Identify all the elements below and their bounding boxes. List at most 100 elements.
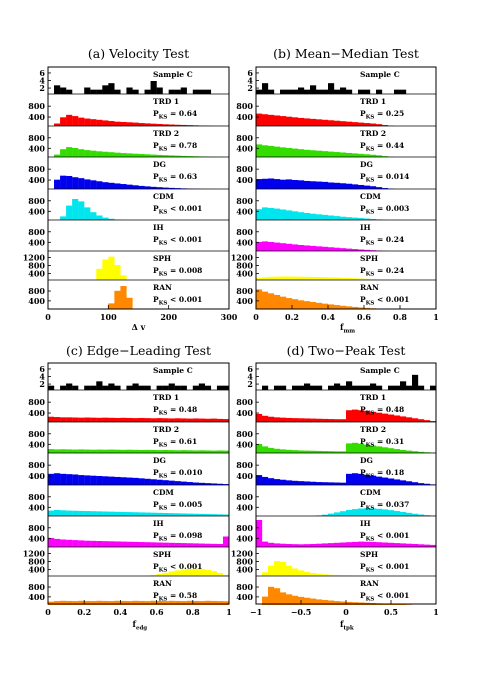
panel-name: TRD 1 [153, 97, 179, 106]
bar [138, 542, 145, 547]
bar [186, 125, 193, 126]
bar [222, 514, 230, 516]
bar [60, 117, 67, 126]
bar [310, 418, 317, 422]
bar [262, 277, 269, 280]
bar [382, 125, 389, 126]
bar [78, 149, 85, 157]
bar [54, 510, 61, 516]
bar [316, 450, 323, 453]
bar [66, 449, 73, 453]
y-tick-label: 800 [236, 227, 253, 237]
x-tick-label: 0 [343, 607, 349, 617]
bar [108, 541, 115, 547]
y-tick-label: 800 [28, 582, 45, 592]
bar [156, 512, 163, 516]
bar [162, 572, 169, 576]
bar [280, 209, 287, 220]
bar [126, 87, 133, 94]
bar [340, 451, 347, 453]
bar [370, 279, 377, 280]
bar [274, 276, 281, 280]
ks-stat: PKS = 0.014 [360, 172, 409, 184]
bar [376, 385, 383, 390]
plot-frame [47, 66, 230, 310]
bar [132, 185, 139, 189]
bar [304, 301, 311, 309]
bar [72, 177, 79, 189]
bar [60, 600, 67, 605]
bar [198, 450, 206, 453]
bar [198, 601, 206, 605]
bar [430, 544, 437, 547]
bar [328, 151, 335, 157]
bar [358, 249, 365, 251]
bar [262, 83, 269, 94]
bar [126, 512, 133, 516]
bar [162, 450, 169, 453]
bar [132, 512, 139, 516]
bar [346, 510, 353, 516]
y-tick-label: 800 [28, 460, 45, 470]
bar [96, 215, 103, 220]
bar [376, 187, 383, 189]
bar [328, 513, 335, 516]
bar [150, 123, 157, 126]
bar [262, 114, 269, 126]
bar [310, 598, 317, 605]
x-tick-label: 0.8 [186, 607, 200, 617]
ks-stat: PKS < 0.001 [360, 531, 409, 543]
bar [322, 599, 329, 605]
bar [274, 115, 281, 126]
ks-stat: PKS = 0.24 [360, 266, 404, 278]
bar [168, 187, 175, 189]
bar [340, 121, 347, 126]
y-tick-label: 800 [28, 523, 45, 533]
y-tick-label: 1200 [231, 548, 254, 558]
bar [328, 574, 335, 576]
ks-stat: PKS = 0.098 [153, 531, 202, 543]
bar [132, 153, 139, 157]
bar [48, 510, 55, 516]
bar [102, 120, 109, 126]
bar [210, 571, 218, 576]
bar [186, 418, 193, 422]
bar [72, 148, 79, 157]
bar [280, 296, 287, 309]
bar [400, 381, 407, 390]
bar [156, 418, 163, 423]
bar [340, 385, 347, 390]
bar [114, 290, 121, 309]
bar [340, 601, 347, 605]
bar [138, 417, 145, 422]
bar [108, 256, 115, 280]
bar [216, 418, 224, 422]
panel-name: IH [153, 519, 164, 528]
y-tick-label: 800 [236, 557, 253, 567]
y-tick-label: 400 [28, 502, 45, 512]
bar [334, 512, 341, 516]
bar [84, 417, 91, 422]
bar [352, 249, 359, 251]
panel-name: TRD 1 [153, 393, 179, 402]
bar [352, 509, 359, 516]
bar [346, 121, 353, 126]
bar [162, 418, 169, 422]
bar [328, 482, 335, 486]
y-tick-label: 400 [28, 112, 45, 122]
bar [162, 542, 169, 547]
bar [322, 451, 329, 453]
bar [322, 277, 329, 280]
bar [84, 179, 91, 189]
bar [102, 541, 109, 547]
bar [274, 208, 281, 220]
bar [72, 385, 79, 390]
panel-name: RAN [153, 579, 172, 588]
bar [298, 570, 305, 576]
bar [286, 276, 293, 280]
